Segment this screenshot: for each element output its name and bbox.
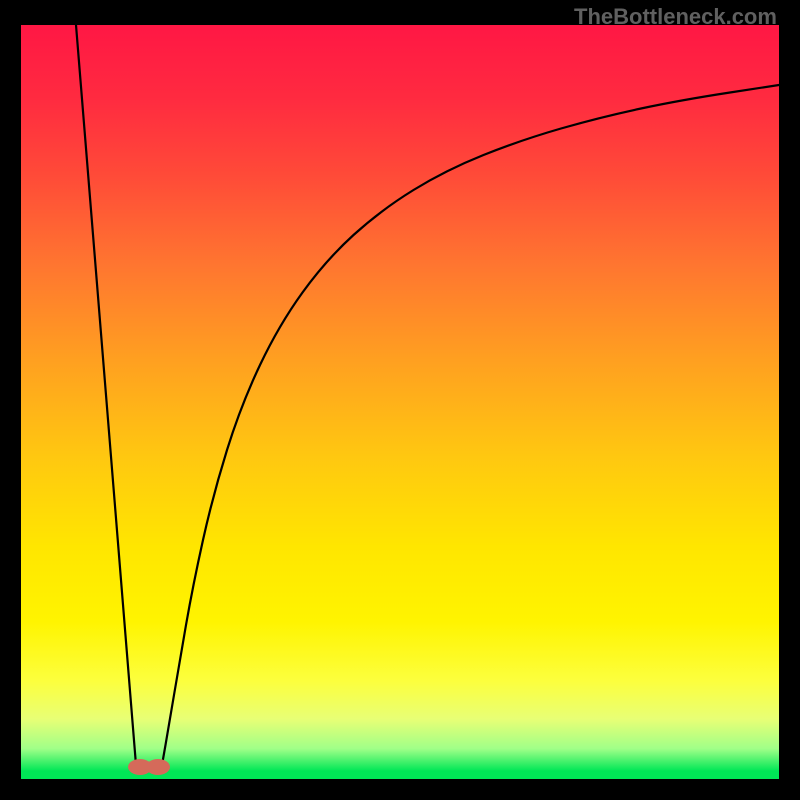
notch-marker-lobe-2	[146, 759, 170, 775]
plot-area	[21, 25, 779, 779]
gradient-background	[21, 25, 779, 771]
plot-svg	[21, 25, 779, 779]
chart-container: TheBottleneck.com	[0, 0, 800, 800]
